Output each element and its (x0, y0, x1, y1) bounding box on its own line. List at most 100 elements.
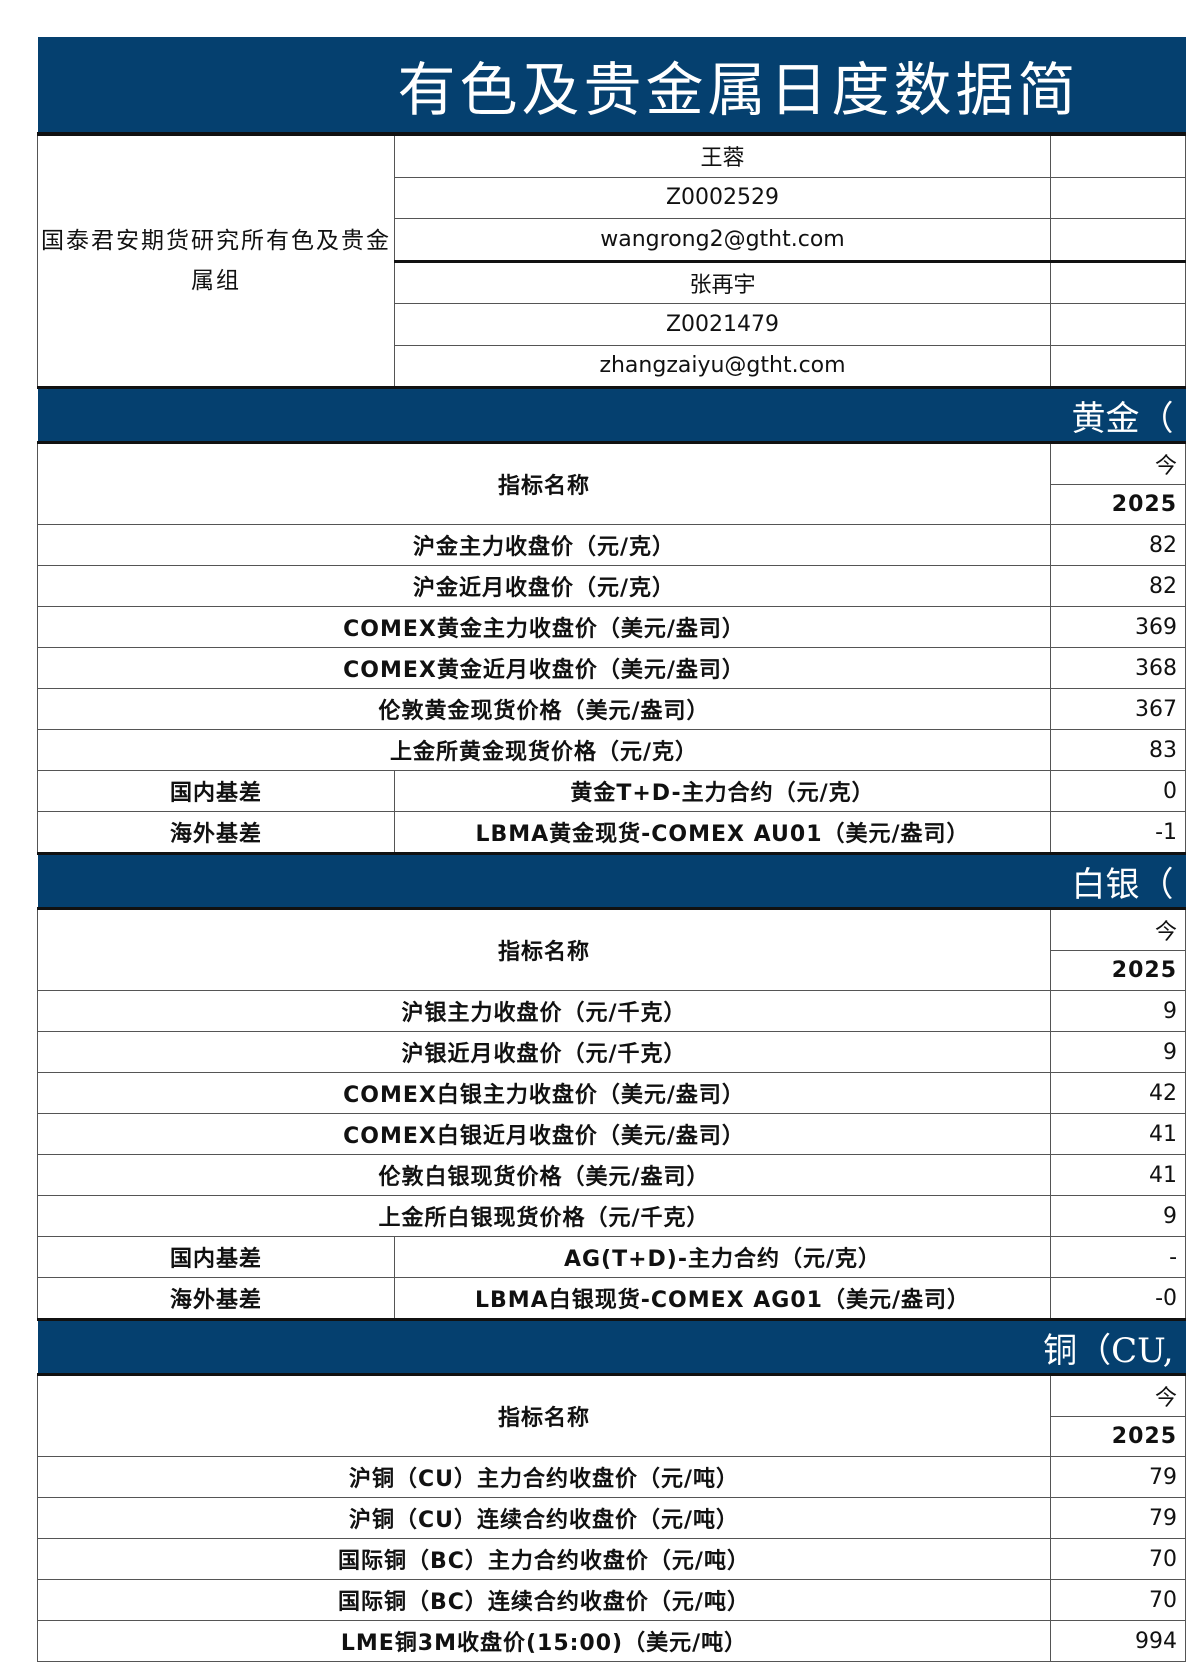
basis-group: 国内基差 (37, 1236, 395, 1278)
table-row: LME铜3M收盘价(15:00)（美元/吨） 994 (37, 1620, 1187, 1662)
table-row: 沪银近月收盘价（元/千克） 9 (37, 1031, 1187, 1073)
indicator-value: 82 (1049, 524, 1187, 566)
table-row: 伦敦白银现货价格（美元/盎司） 41 (37, 1154, 1187, 1196)
analyst-row: 张再宇 (38, 260, 1187, 304)
column-header-row: 指标名称今 (37, 908, 1187, 991)
date-header-row: 2025 (38, 949, 1187, 991)
indicator-value: 368 (1049, 647, 1187, 689)
indicator-name: 黄金T+D-主力合约（元/克） (394, 770, 1051, 812)
indicator-name: 伦敦白银现货价格（美元/盎司） (37, 1154, 1051, 1196)
indicator-name-header: 指标名称 (37, 442, 1051, 525)
empty-cell (1049, 133, 1187, 178)
section-header: 铜（CU, (37, 1318, 1186, 1376)
table-row: 海外基差 LBMA白银现货-COMEX AG01（美元/盎司） -0 (37, 1277, 1187, 1320)
indicator-value: 79 (1049, 1456, 1187, 1498)
table-row: 国际铜（BC）主力合约收盘价（元/吨） 70 (37, 1538, 1187, 1580)
date-header-row: 2025 (38, 483, 1187, 525)
table-row: 国际铜（BC）连续合约收盘价（元/吨） 70 (37, 1579, 1187, 1621)
indicator-name: 上金所黄金现货价格（元/克） (37, 729, 1051, 771)
analyst-info: Z0002529 (394, 176, 1051, 219)
indicator-name: 沪铜（CU）连续合约收盘价（元/吨） (37, 1497, 1051, 1539)
indicator-name: COMEX黄金近月收盘价（美元/盎司） (37, 647, 1051, 689)
analyst-info: 王蓉 (394, 133, 1051, 178)
table-row: COMEX白银主力收盘价（美元/盎司） 42 (37, 1072, 1187, 1114)
indicator-value: 0 (1049, 770, 1187, 812)
today-header: 今 (1049, 1374, 1187, 1417)
analyst-info: zhangzaiyu@gtht.com (394, 344, 1051, 388)
indicator-name: LME铜3M收盘价(15:00)（美元/吨） (37, 1620, 1051, 1662)
date-header: 2025 (1049, 1415, 1187, 1457)
table-row: 海外基差 LBMA黄金现货-COMEX AU01（美元/盎司） -1 (37, 811, 1187, 854)
empty-cell (1049, 260, 1187, 304)
date-header: 2025 (1049, 483, 1187, 525)
section-title: 黄金（ (37, 386, 1186, 444)
analyst-row: Z0021479 (38, 303, 1187, 346)
indicator-value: 9 (1049, 1031, 1187, 1073)
analyst-row: 国泰君安期货研究所有色及贵金属组 王蓉 (37, 133, 1187, 388)
indicator-value: 70 (1049, 1538, 1187, 1580)
section-header: 黄金（ (37, 386, 1186, 444)
indicator-value: 83 (1049, 729, 1187, 771)
indicator-name: LBMA白银现货-COMEX AG01（美元/盎司） (394, 1277, 1051, 1320)
table-row: 沪银主力收盘价（元/千克） 9 (37, 990, 1187, 1032)
column-header-row: 指标名称今 (37, 442, 1187, 525)
basis-group: 海外基差 (37, 1277, 395, 1320)
indicator-value: 994 (1049, 1620, 1187, 1662)
table-row: 沪金主力收盘价（元/克） 82 (37, 524, 1187, 566)
section-title: 白银（ (37, 852, 1186, 910)
indicator-value: 82 (1049, 565, 1187, 607)
date-header: 2025 (1049, 949, 1187, 991)
indicator-name: 上金所白银现货价格（元/千克） (37, 1195, 1051, 1237)
table-row: 国内基差 AG(T+D)-主力合约（元/克） - (37, 1236, 1187, 1278)
section-title: 铜（CU, (37, 1318, 1186, 1376)
indicator-name: 沪银近月收盘价（元/千克） (37, 1031, 1051, 1073)
indicator-value: 367 (1049, 688, 1187, 730)
analyst-info: Z0021479 (394, 303, 1051, 346)
indicator-name: COMEX黄金主力收盘价（美元/盎司） (37, 606, 1051, 648)
indicator-name: COMEX白银近月收盘价（美元/盎司） (37, 1113, 1051, 1155)
table-row: 沪铜（CU）连续合约收盘价（元/吨） 79 (37, 1497, 1187, 1539)
indicator-value: - (1049, 1236, 1187, 1278)
column-header-row: 指标名称今 (37, 1374, 1187, 1457)
data-table: 有色及贵金属日度数据简 国泰君安期货研究所有色及贵金属组 王蓉 Z0002529 wa… (37, 37, 1187, 1662)
analyst-info: 张再宇 (394, 260, 1051, 304)
indicator-value: -0 (1049, 1277, 1187, 1320)
analyst-row: wangrong2@gtht.com (38, 218, 1187, 263)
today-header: 今 (1049, 442, 1187, 485)
date-header-row: 2025 (38, 1415, 1187, 1457)
indicator-name: 沪铜（CU）主力合约收盘价（元/吨） (37, 1456, 1051, 1498)
indicator-name: AG(T+D)-主力合约（元/克） (394, 1236, 1051, 1278)
indicator-name: LBMA黄金现货-COMEX AU01（美元/盎司） (394, 811, 1051, 854)
indicator-name-header: 指标名称 (37, 1374, 1051, 1457)
section-header: 白银（ (37, 852, 1186, 910)
indicator-name: 国际铜（BC）主力合约收盘价（元/吨） (37, 1538, 1051, 1580)
indicator-value: 41 (1049, 1154, 1187, 1196)
analyst-row: Z0002529 (38, 176, 1187, 219)
indicator-value: 41 (1049, 1113, 1187, 1155)
indicator-value: 70 (1049, 1579, 1187, 1621)
empty-cell (1049, 218, 1187, 263)
basis-group: 国内基差 (37, 770, 395, 812)
table-row: COMEX黄金近月收盘价（美元/盎司） 368 (37, 647, 1187, 689)
today-header: 今 (1049, 908, 1187, 951)
indicator-name: 沪金近月收盘价（元/克） (37, 565, 1051, 607)
empty-cell (1049, 176, 1187, 219)
indicator-name: COMEX白银主力收盘价（美元/盎司） (37, 1072, 1051, 1114)
indicator-value: 42 (1049, 1072, 1187, 1114)
indicator-name: 国际铜（BC）连续合约收盘价（元/吨） (37, 1579, 1051, 1621)
spreadsheet: 有色及贵金属日度数据简 国泰君安期货研究所有色及贵金属组 王蓉 Z0002529 wa… (37, 37, 1187, 1662)
indicator-value: 9 (1049, 1195, 1187, 1237)
indicator-value: 79 (1049, 1497, 1187, 1539)
basis-group: 海外基差 (37, 811, 395, 854)
empty-cell (1049, 344, 1187, 388)
report-title: 有色及贵金属日度数据简 (37, 37, 1186, 136)
table-row: 伦敦黄金现货价格（美元/盎司） 367 (37, 688, 1187, 730)
table-row: 上金所黄金现货价格（元/克） 83 (37, 729, 1187, 771)
table-row: 上金所白银现货价格（元/千克） 9 (37, 1195, 1187, 1237)
empty-cell (1049, 303, 1187, 346)
indicator-name-header: 指标名称 (37, 908, 1051, 991)
indicator-value: 369 (1049, 606, 1187, 648)
analyst-info: wangrong2@gtht.com (394, 218, 1051, 263)
table-row: 国内基差 黄金T+D-主力合约（元/克） 0 (37, 770, 1187, 812)
table-row: COMEX白银近月收盘价（美元/盎司） 41 (37, 1113, 1187, 1155)
